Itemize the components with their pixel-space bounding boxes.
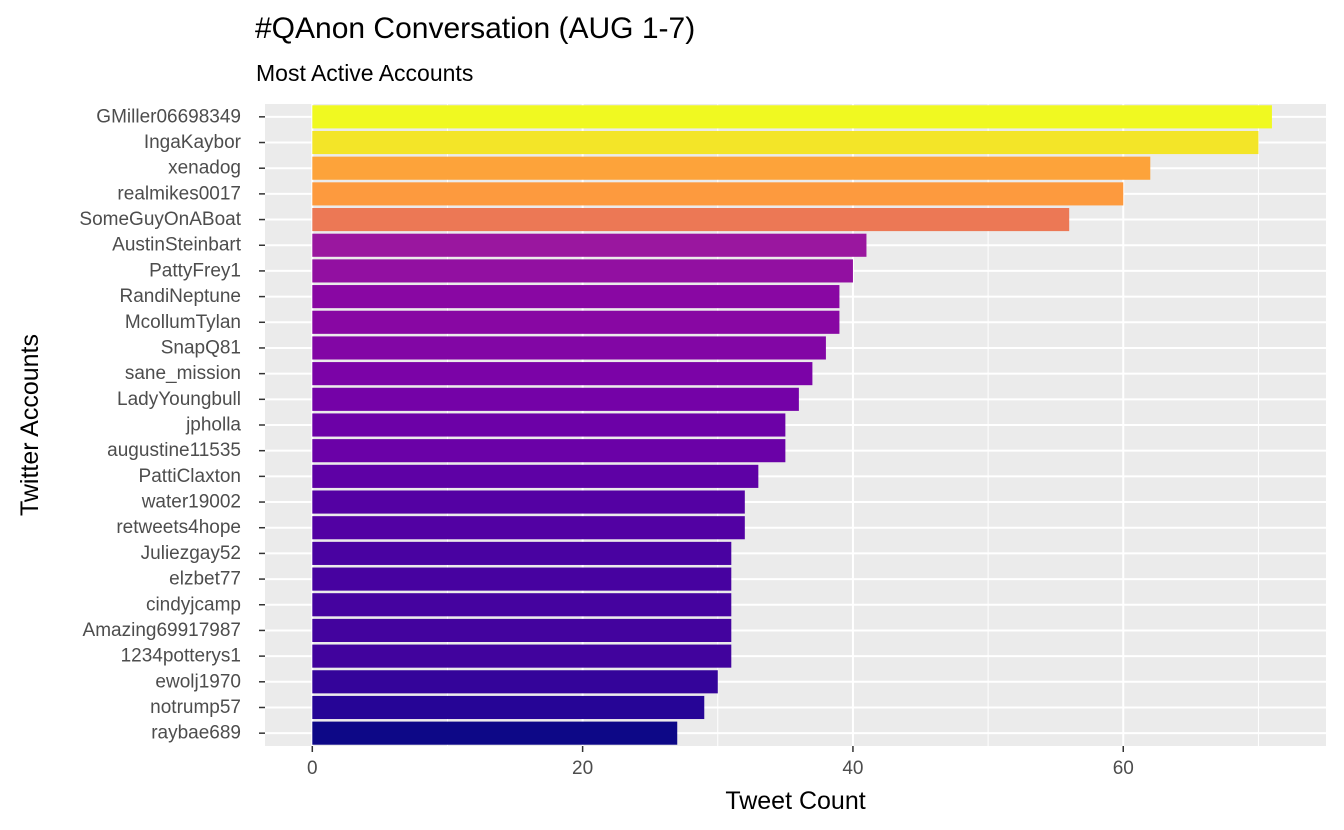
bar xyxy=(312,695,705,720)
bar xyxy=(312,208,1070,232)
bar xyxy=(312,644,732,668)
bar xyxy=(312,618,732,642)
y-tick-label: augustine11535 xyxy=(107,440,241,461)
y-tick-label: ewolj1970 xyxy=(155,671,241,692)
bar xyxy=(312,336,826,360)
y-tick-label: water19002 xyxy=(141,492,241,513)
bar xyxy=(312,182,1124,206)
y-tick-label: SnapQ81 xyxy=(161,337,241,358)
bar xyxy=(312,310,840,334)
y-tick-label: notrump57 xyxy=(150,697,241,718)
y-tick-label: RandiNeptune xyxy=(120,286,241,307)
bar xyxy=(312,362,813,386)
x-tick-label: 60 xyxy=(1113,758,1134,779)
bar xyxy=(312,413,786,437)
y-tick-label: jpholla xyxy=(185,415,241,436)
bar xyxy=(312,593,732,617)
bar xyxy=(312,439,786,463)
y-axis: GMiller06698349 IngaKaybor xenadog realmike… xyxy=(79,106,265,744)
y-tick-label: Amazing69917987 xyxy=(83,620,241,641)
x-axis-title: Tweet Count xyxy=(725,787,865,815)
bar xyxy=(312,541,732,565)
x-axis: 0 20 40 60 xyxy=(307,746,1134,779)
bar xyxy=(312,130,1259,155)
bar xyxy=(312,721,678,745)
bar xyxy=(312,516,745,540)
y-tick-label: raybae689 xyxy=(151,723,241,744)
y-tick-label: LadyYoungbull xyxy=(117,389,241,410)
y-tick-label: sane_mission xyxy=(125,363,241,384)
bar xyxy=(312,156,1151,180)
y-tick-label: 1234potterys1 xyxy=(121,646,241,667)
y-tick-label: PattyFrey1 xyxy=(149,260,241,281)
y-tick-label: xenadog xyxy=(168,158,241,179)
y-axis-title: Twitter Accounts xyxy=(16,334,44,516)
bar xyxy=(312,105,1272,129)
chart-subtitle: Most Active Accounts xyxy=(256,60,474,86)
bar xyxy=(312,490,745,514)
y-tick-label: AustinSteinbart xyxy=(112,235,242,256)
y-tick-label: elzbet77 xyxy=(169,569,241,590)
bar xyxy=(312,259,853,283)
bar xyxy=(312,285,840,309)
y-tick-label: retweets4hope xyxy=(116,517,241,538)
y-tick-label: realmikes0017 xyxy=(117,183,241,204)
y-tick-label: cindyjcamp xyxy=(146,594,241,615)
bars xyxy=(312,105,1272,745)
bar xyxy=(312,567,732,591)
x-tick-label: 40 xyxy=(842,758,863,779)
y-tick-label: Juliezgay52 xyxy=(141,543,241,564)
x-tick-label: 20 xyxy=(572,758,593,779)
bar xyxy=(312,464,759,488)
bar xyxy=(312,670,718,694)
x-tick-label: 0 xyxy=(307,758,318,779)
y-tick-label: SomeGuyOnABoat xyxy=(79,209,241,230)
chart-title: #QAnon Conversation (AUG 1-7) xyxy=(255,12,696,45)
y-tick-label: IngaKaybor xyxy=(144,132,242,153)
y-tick-label: GMiller06698349 xyxy=(96,106,241,127)
bar xyxy=(312,233,867,257)
y-tick-label: PattiClaxton xyxy=(139,466,241,487)
y-tick-label: McollumTylan xyxy=(125,312,241,333)
bar xyxy=(312,387,799,411)
